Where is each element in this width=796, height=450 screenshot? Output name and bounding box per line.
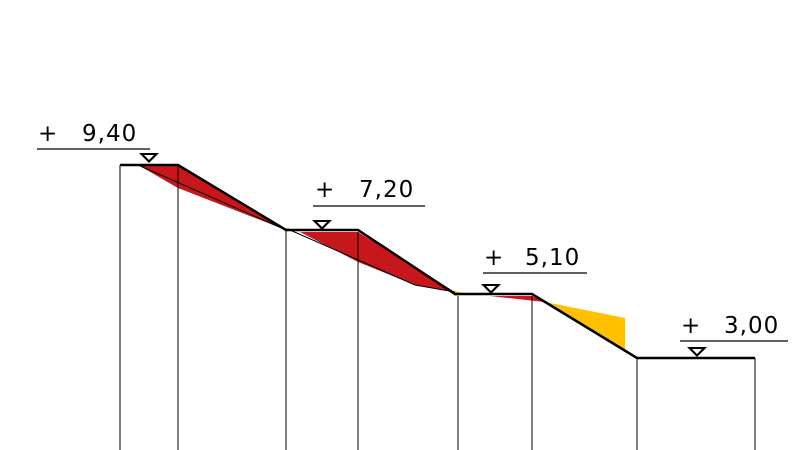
level-plus-sign: + (484, 245, 504, 271)
level-plus-sign: + (681, 313, 701, 339)
terrain-profile-line (120, 163, 755, 360)
level-marker-4: + 3,00 (680, 313, 788, 357)
level-value: 5,10 (525, 245, 580, 271)
level-value: 7,20 (359, 177, 414, 203)
section-verticals (119, 165, 756, 450)
level-value: 9,40 (82, 121, 137, 147)
level-value: 3,00 (724, 313, 779, 339)
level-plus-sign: + (315, 177, 335, 203)
cut-area-wedge-3 (490, 296, 545, 302)
level-marker-2: + 7,20 (312, 177, 425, 230)
level-plus-sign: + (38, 121, 58, 147)
natural-ground-line-2 (289, 229, 456, 293)
natural-ground-line (137, 164, 287, 231)
level-marker-3: + 5,10 (481, 245, 587, 294)
level-marker-1: + 9,40 (37, 121, 159, 163)
cut-area-wedge-2 (300, 232, 455, 292)
